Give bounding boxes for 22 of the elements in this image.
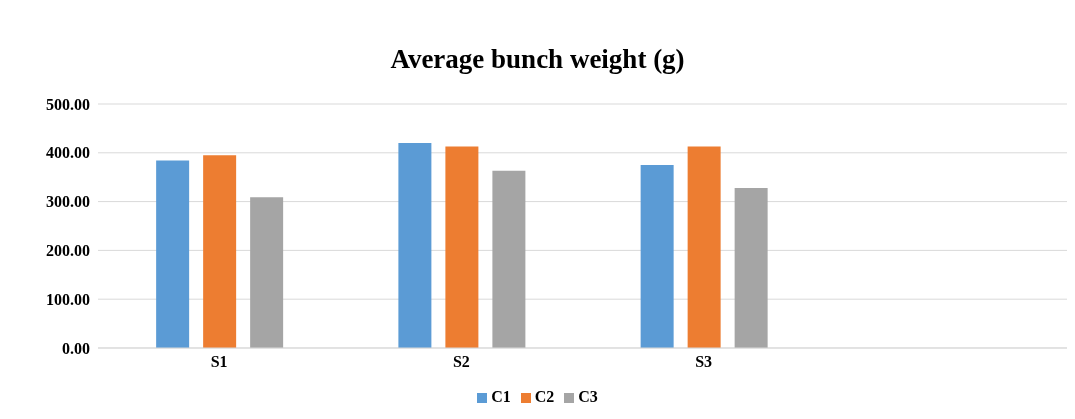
- chart-title: Average bunch weight (g): [389, 43, 686, 76]
- bar: [398, 143, 432, 348]
- x-tick-label: S1: [210, 353, 228, 371]
- bar: [445, 146, 479, 348]
- y-tick-label: 300.00: [46, 193, 90, 211]
- y-tick-label: 400.00: [46, 144, 90, 162]
- bar: [203, 155, 237, 348]
- legend-label: C2: [534, 388, 555, 405]
- bar: [156, 160, 190, 348]
- bar: [492, 170, 526, 348]
- bar: [734, 187, 768, 348]
- legend-label: C1: [491, 388, 511, 405]
- bar: [640, 165, 674, 348]
- bar: [250, 197, 284, 348]
- legend-label: C3: [578, 388, 598, 405]
- y-tick-label: 200.00: [46, 242, 90, 260]
- bar: [687, 146, 721, 348]
- y-tick-label: 500.00: [46, 95, 90, 113]
- y-tick-label: 0.00: [62, 339, 90, 357]
- x-tick-label: S3: [695, 353, 713, 371]
- x-tick-label: S2: [452, 353, 470, 371]
- y-tick-label: 100.00: [46, 290, 90, 308]
